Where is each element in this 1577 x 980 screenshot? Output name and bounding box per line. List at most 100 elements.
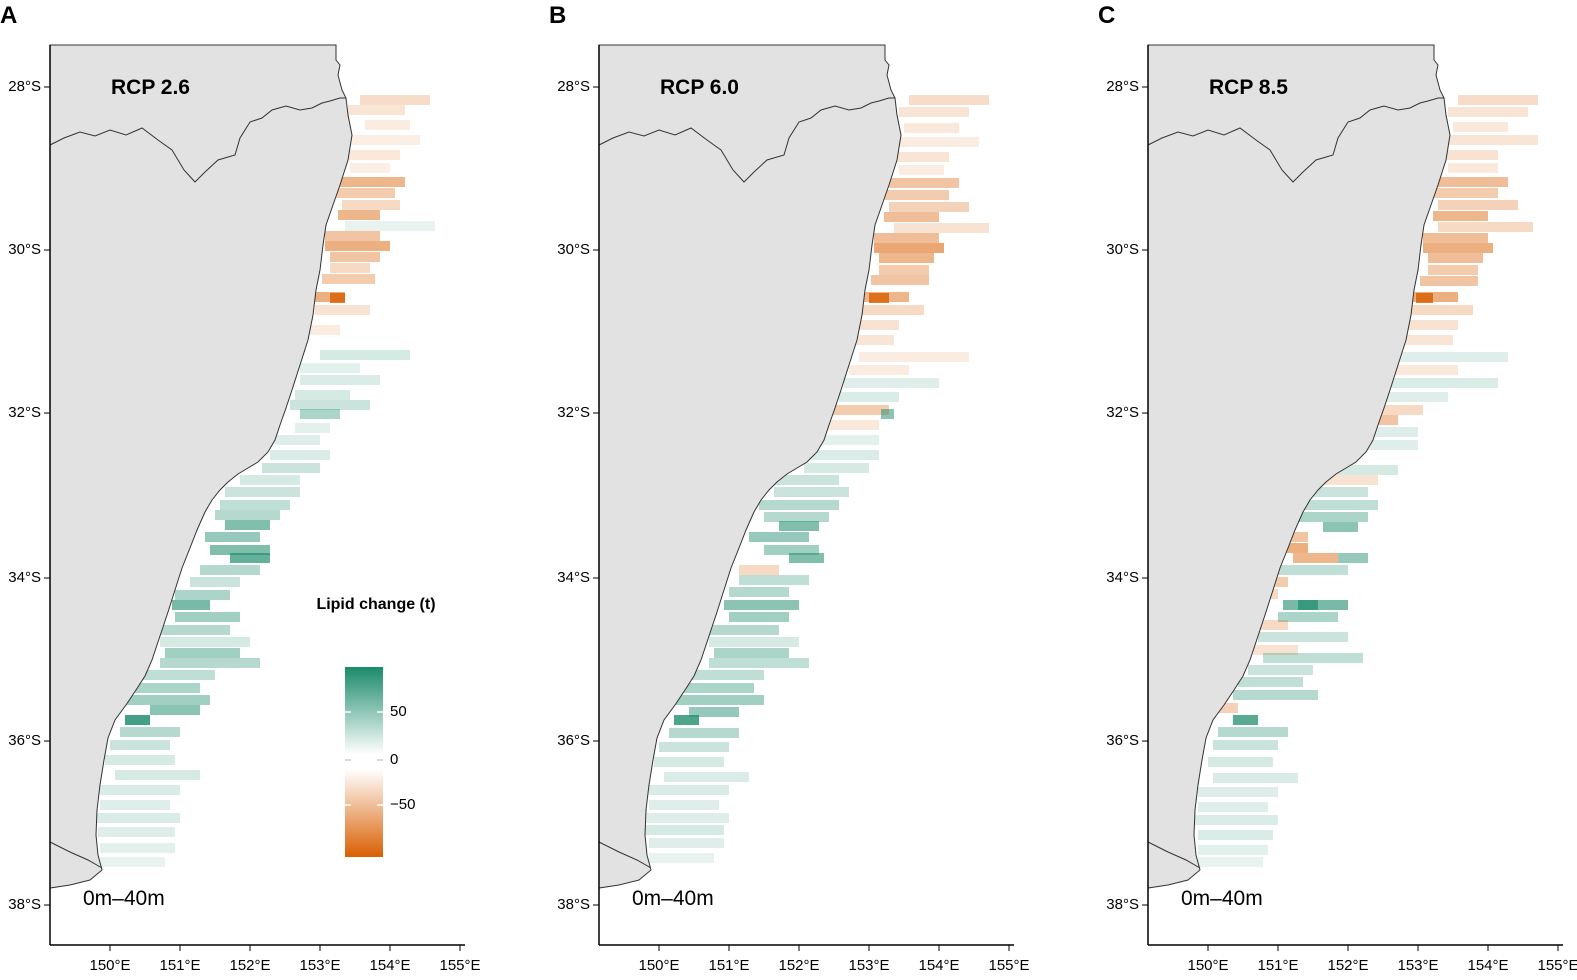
lat-tick-label: 32°S <box>1106 404 1139 421</box>
grid-cell-positive <box>1248 665 1313 675</box>
grid-cell-positive <box>1383 378 1498 388</box>
lon-tick-label: 152°E <box>778 957 819 974</box>
grid-cell-negative <box>322 274 375 284</box>
lat-tick-label: 38°S <box>8 896 41 913</box>
grid-cell-positive <box>714 648 789 658</box>
grid-cell-negative <box>360 95 430 105</box>
grid-cell-negative <box>859 305 924 315</box>
grid-cell-positive <box>689 670 764 680</box>
lat-tick-label: 30°S <box>1106 241 1139 258</box>
depth-label: 0m–40m <box>632 887 714 910</box>
lon-tick-label: 150°E <box>89 957 130 974</box>
grid-cell-negative <box>1423 243 1493 253</box>
grid-cell-negative <box>1368 405 1423 415</box>
grid-cell-negative <box>340 177 405 187</box>
grid-cell-positive <box>881 409 894 419</box>
grid-cell-positive <box>684 683 754 693</box>
grid-cell-negative <box>1411 292 1458 302</box>
grid-cell-negative <box>909 95 989 105</box>
grid-cell-negative <box>1308 475 1378 485</box>
state-border-south <box>1147 841 1201 869</box>
grid-cell-positive <box>230 553 270 563</box>
grid-cell-negative <box>1393 335 1453 345</box>
grid-cell-positive <box>774 487 849 497</box>
grid-cell-positive <box>150 705 200 715</box>
lat-tick-label: 34°S <box>1106 569 1139 586</box>
grid-cell-positive <box>100 785 180 795</box>
lat-tick-label: 28°S <box>557 78 590 95</box>
grid-cell-positive <box>1378 392 1448 402</box>
grid-cell-positive <box>809 435 879 445</box>
grid-cell-positive <box>659 742 729 752</box>
grid-cell-negative <box>1433 211 1488 221</box>
grid-cell-negative <box>1253 645 1298 655</box>
map-panel-c: 28°S 30°S 32°S 34°S 36°S 38°S 150°E 151°E 152°E 1… <box>1098 2 1577 974</box>
grid-cell-positive <box>262 463 320 473</box>
grid-cell-negative <box>1416 293 1433 303</box>
grid-cell-positive <box>1198 845 1268 855</box>
lat-tick-label: 32°S <box>8 404 41 421</box>
grid-cell-positive <box>669 728 739 738</box>
grid-cell-positive <box>300 375 380 385</box>
grid-cell-positive <box>110 740 170 750</box>
grid-cell-negative <box>871 275 929 285</box>
grid-cell-positive <box>674 715 699 725</box>
grid-cell-positive <box>654 757 724 767</box>
grid-cell-negative <box>1293 553 1338 563</box>
grid-cell-negative <box>330 252 380 262</box>
grid-cell-positive <box>804 463 869 473</box>
grid-cell-positive <box>175 612 240 622</box>
grid-cell-negative <box>1438 222 1533 232</box>
grid-cell-negative <box>1428 265 1478 275</box>
state-border-south <box>49 841 103 869</box>
lon-tick-label: 154°E <box>369 957 410 974</box>
lon-tick-label: 151°E <box>708 957 749 974</box>
grid-cell-negative <box>1458 95 1538 105</box>
grid-cell-positive <box>779 521 819 531</box>
grid-cell-positive <box>1258 565 1348 575</box>
lat-tick-label: 30°S <box>8 241 41 258</box>
grid-cell-positive <box>709 637 799 647</box>
grid-cell-negative <box>345 150 400 160</box>
grid-cell-positive <box>160 658 260 668</box>
grid-cell-negative <box>1443 150 1498 160</box>
grid-cell-negative <box>879 253 934 263</box>
lat-tick-label: 38°S <box>1106 896 1139 913</box>
lon-tick-label: 154°E <box>918 957 959 974</box>
state-border <box>598 97 895 183</box>
lon-tick-label: 150°E <box>1187 957 1228 974</box>
grid-cell-negative <box>904 123 959 133</box>
grid-cell-positive <box>160 637 250 647</box>
legend-title: Lipid change (t) <box>316 596 435 613</box>
state-border <box>49 97 346 183</box>
grid-cell-negative <box>739 565 779 575</box>
grid-cell-positive <box>649 800 719 810</box>
grid-cell-positive <box>1393 352 1508 362</box>
grid-cell-positive <box>839 392 899 402</box>
grid-cell-negative <box>1408 305 1473 315</box>
lon-tick-label: 151°E <box>1257 957 1298 974</box>
grid-cell-negative <box>849 335 894 345</box>
grid-cell-positive <box>320 350 410 360</box>
grid-cell-positive <box>1218 727 1288 737</box>
grid-cell-positive <box>215 510 280 520</box>
grid-cell-positive <box>225 487 300 497</box>
scenario-label: RCP 2.6 <box>111 76 190 99</box>
grid-cell-negative <box>819 420 879 430</box>
state-border <box>1147 97 1444 183</box>
lat-tick-label: 28°S <box>8 78 41 95</box>
grid-cell-positive <box>100 800 170 810</box>
grid-cell-positive <box>1238 677 1303 687</box>
grid-cell-positive <box>729 612 789 622</box>
grid-cell-positive <box>172 600 210 610</box>
grid-cell-negative <box>1218 703 1238 713</box>
grid-cell-negative <box>325 241 390 251</box>
grid-cell-negative <box>1388 365 1458 375</box>
land-mass <box>1147 44 1451 889</box>
lat-tick-label: 34°S <box>8 569 41 586</box>
grid-cell-negative <box>365 120 410 130</box>
grid-cell-positive <box>1278 612 1338 622</box>
legend-colorbar <box>345 667 383 857</box>
grid-cell-positive <box>1353 427 1418 437</box>
